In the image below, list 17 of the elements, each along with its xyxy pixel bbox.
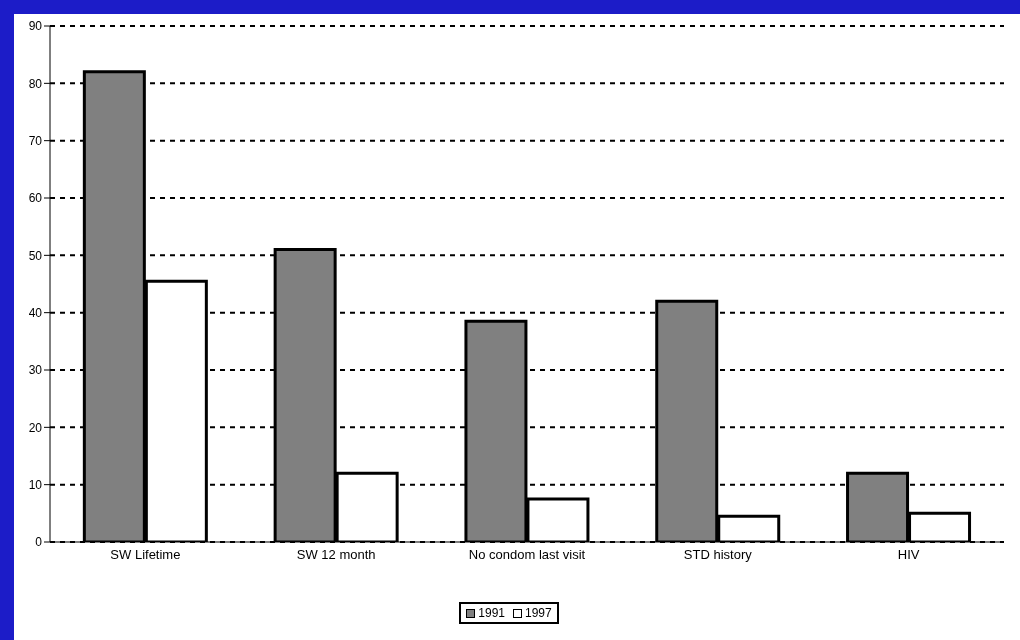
y-tick-label: 10 [28,477,43,492]
y-tick-label: 50 [28,248,43,263]
x-tick-label: SW 12 month [296,547,376,563]
x-tick-label: HIV [897,547,920,563]
y-tick-label: 70 [28,133,43,148]
y-tick-label: 30 [28,363,43,378]
x-tick-label: SW Lifetime [110,547,181,563]
y-tick-label: 90 [28,19,43,34]
legend-label: 1997 [525,606,552,620]
y-tick-label: 20 [28,420,43,435]
y-tick-label: 60 [28,191,43,206]
legend-label: 1991 [478,606,505,620]
y-tick-label: 40 [28,305,43,320]
y-tick-label: 0 [35,535,43,550]
x-tick-label: STD history [683,547,753,563]
x-tick-label: No condom last visit [468,547,586,563]
y-tick-label: 80 [28,76,43,91]
